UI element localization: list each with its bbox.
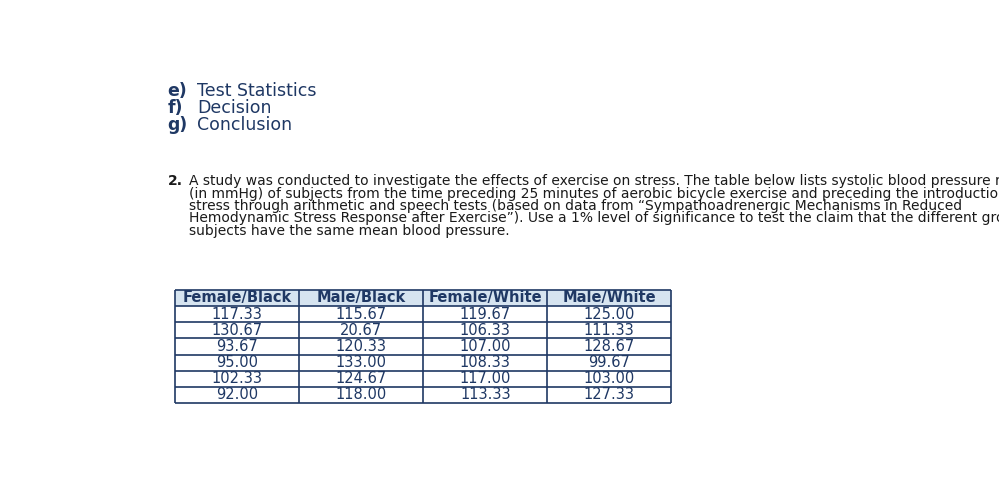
- Text: 2.: 2.: [168, 175, 183, 188]
- Text: 119.67: 119.67: [460, 306, 510, 321]
- Text: 106.33: 106.33: [460, 323, 510, 338]
- Text: Hemodynamic Stress Response after Exercise”). Use a 1% level of significance to : Hemodynamic Stress Response after Exerci…: [189, 211, 999, 225]
- Text: 95.00: 95.00: [216, 355, 259, 370]
- Text: 117.33: 117.33: [212, 306, 263, 321]
- Text: A study was conducted to investigate the effects of exercise on stress. The tabl: A study was conducted to investigate the…: [189, 175, 999, 188]
- Text: Male/Black: Male/Black: [317, 290, 406, 305]
- Text: 127.33: 127.33: [583, 387, 634, 402]
- Text: f): f): [168, 99, 183, 117]
- Text: Conclusion: Conclusion: [197, 116, 292, 134]
- Text: Test Statistics: Test Statistics: [197, 82, 317, 100]
- Text: 102.33: 102.33: [212, 371, 263, 386]
- Text: 92.00: 92.00: [216, 387, 259, 402]
- Text: Female/White: Female/White: [429, 290, 542, 305]
- Text: 118.00: 118.00: [336, 387, 387, 402]
- Text: e): e): [168, 82, 187, 100]
- Text: 133.00: 133.00: [336, 355, 387, 370]
- Text: 115.67: 115.67: [336, 306, 387, 321]
- Text: 111.33: 111.33: [583, 323, 634, 338]
- Text: 108.33: 108.33: [460, 355, 510, 370]
- Text: 107.00: 107.00: [460, 339, 511, 354]
- Text: Female/Black: Female/Black: [183, 290, 292, 305]
- Text: 99.67: 99.67: [588, 355, 630, 370]
- Text: 113.33: 113.33: [460, 387, 510, 402]
- Text: 124.67: 124.67: [336, 371, 387, 386]
- Text: g): g): [168, 116, 188, 134]
- Text: 103.00: 103.00: [583, 371, 635, 386]
- Text: 20.67: 20.67: [341, 323, 383, 338]
- Text: Decision: Decision: [197, 99, 272, 117]
- Text: 117.00: 117.00: [460, 371, 510, 386]
- Text: 128.67: 128.67: [583, 339, 635, 354]
- Text: 120.33: 120.33: [336, 339, 387, 354]
- Text: 125.00: 125.00: [583, 306, 635, 321]
- Text: (in mmHg) of subjects from the time preceding 25 minutes of aerobic bicycle exer: (in mmHg) of subjects from the time prec…: [189, 187, 999, 201]
- Bar: [175, 290, 671, 306]
- Text: 130.67: 130.67: [212, 323, 263, 338]
- Text: 93.67: 93.67: [217, 339, 258, 354]
- Text: stress through arithmetic and speech tests (based on data from “Sympathoadrenerg: stress through arithmetic and speech tes…: [189, 199, 962, 213]
- Text: subjects have the same mean blood pressure.: subjects have the same mean blood pressu…: [189, 224, 509, 237]
- Text: Male/White: Male/White: [562, 290, 656, 305]
